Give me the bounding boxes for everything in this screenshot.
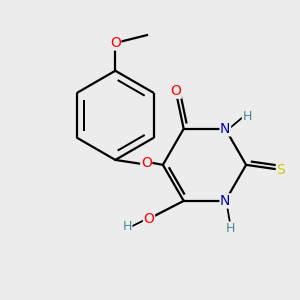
Text: O: O: [170, 84, 181, 98]
Text: H: H: [242, 110, 252, 123]
Text: N: N: [220, 194, 230, 208]
Text: O: O: [144, 212, 154, 226]
Text: H: H: [226, 222, 235, 235]
Text: H: H: [122, 220, 132, 233]
Text: O: O: [141, 156, 152, 170]
Text: S: S: [276, 163, 285, 177]
Text: O: O: [110, 36, 121, 50]
Text: N: N: [220, 122, 230, 136]
